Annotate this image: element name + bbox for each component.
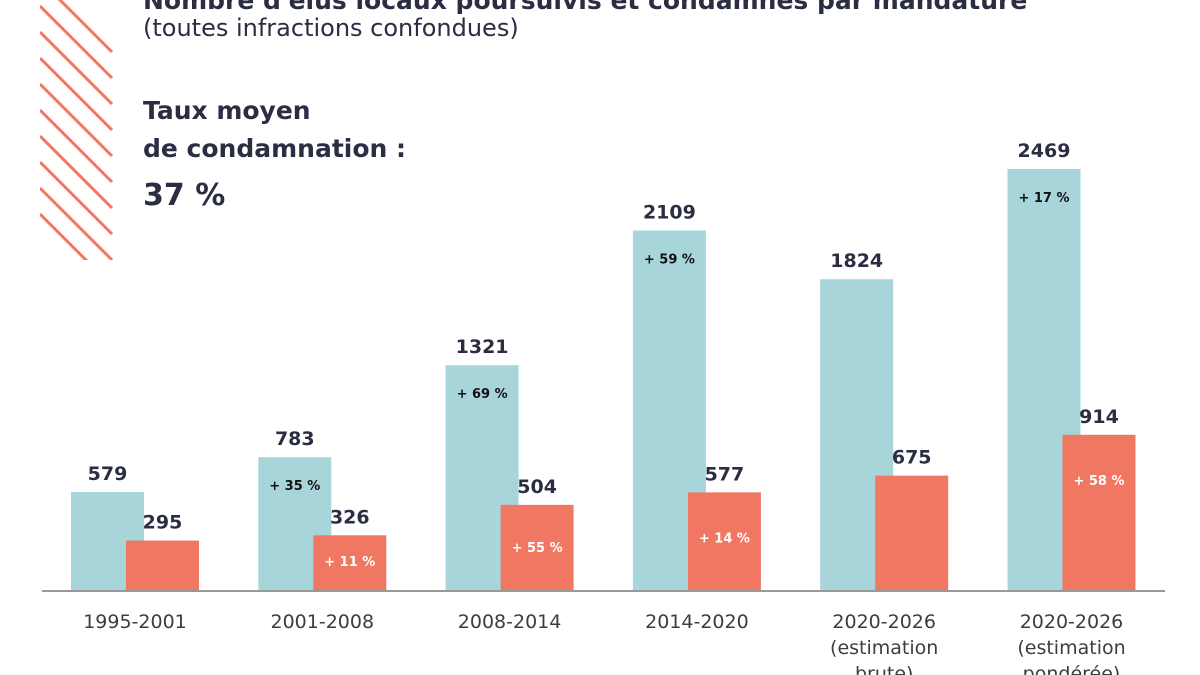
category-label: 1995-2001 (83, 611, 187, 633)
data-label-poursuivis: 579 (88, 463, 128, 485)
category-label: 2008-2014 (458, 611, 562, 633)
data-label-poursuivis: 1824 (830, 250, 883, 272)
stripe-line (40, 186, 114, 260)
data-label-condamnes: 675 (892, 447, 932, 469)
bar-condamnes (313, 535, 387, 591)
bar-condamnes (875, 475, 949, 591)
average-rate-label-line2: de condamnation : (143, 134, 407, 163)
chart-subtitle: (toutes infractions confondues) (143, 14, 519, 42)
growth-label-poursuivis: + 69 % (457, 387, 508, 402)
stripe-line (40, 30, 114, 106)
data-label-condamnes: 577 (705, 463, 745, 485)
growth-label-poursuivis: + 59 % (644, 253, 695, 268)
stripe-line (40, 4, 114, 80)
data-label-poursuivis: 2109 (643, 202, 696, 224)
growth-label-condamnes: + 11 % (324, 555, 375, 570)
data-label-poursuivis: 783 (275, 428, 315, 450)
data-label-condamnes: 504 (517, 476, 557, 498)
stripe-line (40, 134, 114, 210)
category-label: (estimation (1017, 637, 1125, 659)
bar-condamnes (1062, 434, 1136, 591)
growth-label-condamnes: + 55 % (512, 541, 563, 556)
growth-label-condamnes: + 14 % (699, 531, 750, 546)
stripe-line (57, 0, 114, 54)
bar-condamnes (500, 504, 574, 591)
stripe-line (40, 56, 114, 132)
bar-condamnes (126, 540, 199, 591)
average-rate-label: Taux moyen de condamnation : (143, 92, 406, 168)
average-rate-label-line1: Taux moyen (143, 96, 311, 125)
stripe-line (40, 212, 89, 260)
category-label: 2020-2026 (832, 611, 936, 633)
growth-label-condamnes: + 58 % (1073, 474, 1124, 489)
category-label: brute) (855, 663, 913, 675)
data-label-condamnes: 326 (330, 506, 370, 528)
category-label: 2014-2020 (645, 611, 749, 633)
category-label: 2001-2008 (271, 611, 375, 633)
average-rate-value: 37 % (143, 178, 226, 213)
stripe-line (40, 160, 114, 236)
data-label-condamnes: 295 (143, 512, 183, 534)
category-label: (estimation (830, 637, 938, 659)
category-label: 2020-2026 (1020, 611, 1124, 633)
category-label: pondérée) (1023, 663, 1121, 675)
growth-label-poursuivis: + 17 % (1018, 191, 1069, 206)
stripe-line (40, 82, 114, 158)
data-label-poursuivis: 1321 (456, 336, 509, 358)
decorative-stripes (40, 0, 114, 260)
bar-condamnes (687, 492, 761, 591)
growth-label-poursuivis: + 35 % (269, 479, 320, 494)
chart-title: Nombre d'élus locaux poursuivis et conda… (143, 0, 1028, 15)
stripe-line (40, 108, 114, 184)
data-label-condamnes: 914 (1079, 406, 1119, 428)
data-label-poursuivis: 2469 (1018, 140, 1071, 162)
